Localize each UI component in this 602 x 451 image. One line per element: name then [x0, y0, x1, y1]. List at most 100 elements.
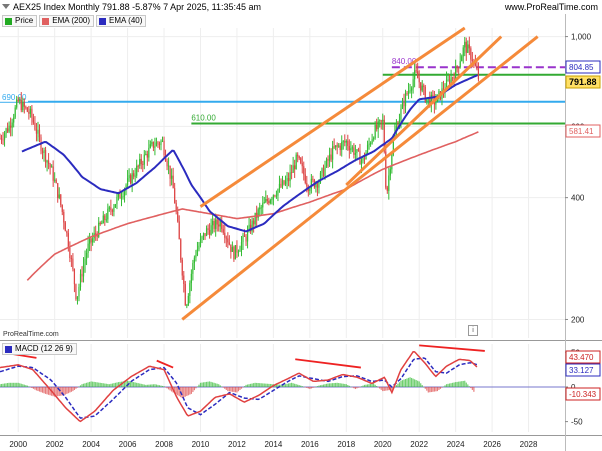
macd-histogram-bar	[54, 386, 56, 397]
price-candle	[277, 189, 279, 196]
macd-histogram-bar	[81, 384, 83, 387]
chevron-down-icon[interactable]	[2, 4, 10, 9]
macd-histogram-bar	[450, 383, 452, 387]
price-candle	[382, 119, 384, 122]
macd-histogram-bar	[28, 386, 30, 387]
price-candle	[38, 129, 41, 138]
x-tick-label: 2022	[410, 440, 428, 449]
macd-histogram-bar	[102, 383, 104, 387]
price-value-tag: 581.41	[569, 127, 594, 136]
price-candle	[128, 175, 130, 179]
macd-histogram-bar	[225, 386, 227, 390]
price-candle	[196, 249, 199, 256]
macd-histogram-bar	[444, 385, 446, 387]
macd-histogram-bar	[207, 381, 209, 387]
legend-macd[interactable]: MACD (12 26 9)	[2, 343, 77, 355]
x-tick-label: 2004	[82, 440, 100, 449]
price-candle	[87, 243, 89, 253]
price-candle	[300, 158, 302, 164]
y-tick-label: 200	[571, 315, 585, 324]
macd-histogram-bar	[123, 381, 126, 387]
price-candle	[224, 232, 226, 238]
price-candle	[409, 90, 411, 92]
price-candle	[231, 247, 233, 252]
legend-ema40[interactable]: EMA (40)	[96, 15, 147, 27]
legend-ema200[interactable]: EMA (200)	[39, 15, 95, 27]
site-label[interactable]: www.ProRealTime.com	[504, 2, 598, 12]
price-candle	[10, 125, 12, 128]
price-candle	[131, 173, 133, 184]
price-candle	[171, 175, 173, 179]
macd-histogram-bar	[31, 386, 33, 388]
price-candle	[116, 196, 118, 205]
price-candle	[149, 144, 151, 148]
price-candle	[207, 228, 209, 230]
price-candle	[362, 157, 364, 161]
price-candle	[477, 69, 480, 80]
price-candle	[289, 172, 291, 182]
macd-histogram-bar	[11, 382, 13, 387]
macd-histogram-bar	[145, 384, 147, 387]
macd-histogram-bar	[309, 386, 311, 390]
macd-histogram-bar	[190, 386, 192, 394]
macd-histogram-bar	[338, 383, 340, 387]
price-candle	[148, 147, 150, 158]
macd-histogram-bar	[403, 379, 405, 387]
price-candle	[455, 66, 457, 80]
price-candle	[75, 284, 77, 300]
price-candle	[117, 192, 120, 197]
price-candle	[85, 252, 88, 259]
price-candle	[321, 168, 323, 173]
macd-value-tag: 43.470	[569, 353, 594, 362]
price-candle	[0, 138, 1, 140]
price-candle	[60, 194, 62, 205]
price-candle	[374, 124, 376, 139]
price-candle	[257, 209, 259, 218]
macd-histogram-bar	[315, 386, 317, 388]
price-candle	[210, 225, 212, 235]
level-label-840: 840.00	[392, 57, 417, 66]
macd-histogram-bar	[166, 386, 168, 389]
legend-price[interactable]: Price	[2, 15, 38, 27]
price-candle	[447, 79, 449, 81]
macd-histogram-bar	[195, 386, 197, 389]
macd-divergence-line	[156, 359, 174, 369]
price-candle	[426, 99, 428, 102]
y-tick-label: 1,000	[571, 33, 592, 42]
macd-histogram-bar	[354, 386, 357, 390]
price-candle	[31, 108, 33, 118]
macd-histogram-bar	[438, 386, 440, 390]
macd-histogram-bar	[234, 386, 237, 393]
price-candle	[341, 141, 343, 150]
macd-histogram-bar	[8, 382, 10, 387]
macd-histogram-bar	[423, 386, 425, 388]
macd-histogram-bar	[0, 383, 3, 387]
macd-histogram-bar	[16, 382, 18, 387]
price-candle	[412, 79, 414, 89]
macd-histogram-bar	[253, 383, 255, 387]
macd-histogram-bar	[104, 383, 106, 387]
macd-histogram-bar	[122, 381, 124, 387]
price-candle	[239, 249, 241, 252]
macd-histogram-bar	[294, 383, 296, 387]
info-icon[interactable]: i	[468, 325, 478, 336]
macd-histogram-bar	[351, 386, 353, 388]
macd-histogram-bar	[316, 386, 319, 387]
price-candle	[216, 219, 218, 225]
price-candle	[146, 153, 148, 158]
macd-histogram-bar	[254, 382, 256, 387]
price-candle	[389, 169, 391, 176]
macd-histogram-bar	[35, 386, 38, 391]
price-candle	[322, 168, 325, 176]
instrument-title: AEX25 Index Monthly 791.88 -5.87% 7 Apr …	[13, 2, 262, 12]
macd-histogram-bar	[84, 383, 86, 387]
price-candle	[251, 220, 253, 232]
price-value-tag-box	[565, 124, 601, 138]
macd-histogram-bar	[218, 384, 220, 387]
macd-histogram-bar	[341, 383, 343, 387]
price-candle	[44, 149, 47, 163]
price-candle	[221, 220, 223, 230]
price-candle	[281, 180, 284, 187]
macd-histogram-bar	[76, 386, 79, 388]
